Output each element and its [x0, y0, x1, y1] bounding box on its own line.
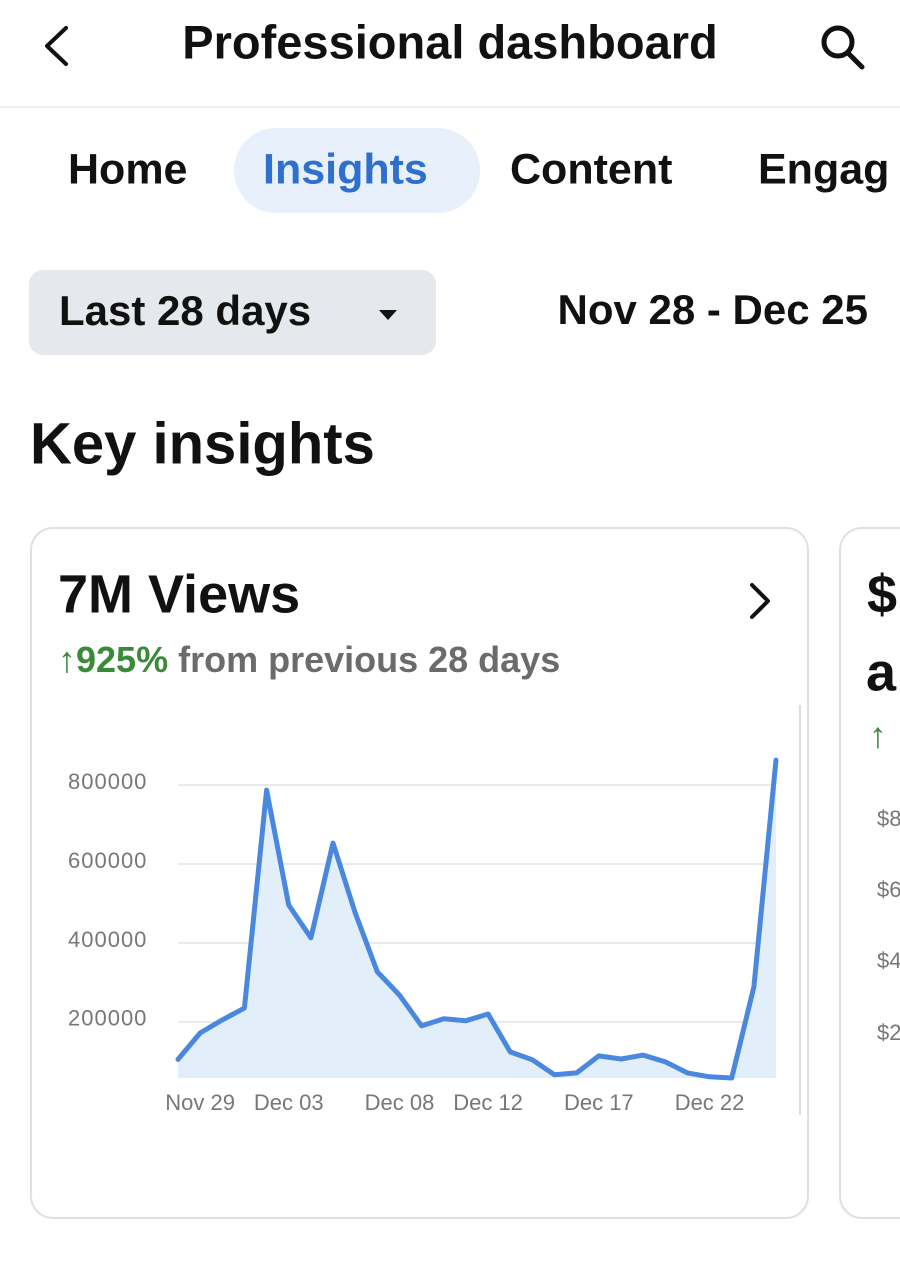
next-card-title: a — [866, 642, 897, 702]
back-button[interactable] — [45, 26, 68, 66]
x-tick-label: Dec 08 — [365, 1090, 435, 1115]
x-tick-label: Dec 03 — [254, 1090, 324, 1115]
y-tick-label: 600000 — [68, 848, 147, 873]
search-icon — [845, 50, 865, 70]
next-card-tick: $6 — [877, 877, 900, 902]
next-card-change: ↑ — [869, 715, 887, 756]
range-dropdown[interactable]: Last 28 days — [29, 270, 436, 355]
next-card-title: $ — [867, 564, 897, 624]
next-card-tick: $4 — [877, 948, 900, 973]
x-tick-label: Dec 17 — [564, 1090, 634, 1115]
y-tick-label: 800000 — [68, 769, 147, 794]
page-title: Professional dashboard — [182, 15, 717, 68]
dropdown-caret — [379, 310, 397, 320]
tab-active-bg — [234, 128, 480, 213]
line — [175, 757, 779, 1081]
tab[interactable]: Content — [510, 145, 672, 193]
next-card-tick: $2 — [877, 1020, 900, 1045]
search-icon — [821, 25, 855, 59]
search-button[interactable] — [821, 25, 865, 70]
area-fill — [178, 760, 776, 1078]
card-change: ↑925% from previous 28 days — [58, 639, 560, 680]
x-tick-label: Dec 22 — [675, 1090, 745, 1115]
next-card-tick: $8 — [877, 806, 900, 831]
chart: 200000 400000 600000 800000 Nov 29 Dec 03 Dec … — [68, 757, 779, 1115]
x-tick-label: Dec 12 — [453, 1090, 523, 1115]
change-note: from previous 28 days — [178, 639, 560, 680]
section-title: Key insights — [30, 411, 375, 476]
dropdown-label: Last 28 days — [59, 287, 311, 334]
y-tick-label: 400000 — [68, 927, 147, 952]
dropdown-bg — [29, 270, 436, 355]
card-title: 7M Views — [58, 564, 300, 624]
tab[interactable]: Home — [68, 145, 187, 193]
tab[interactable]: Insights — [263, 145, 428, 193]
y-tick-label: 200000 — [68, 1006, 147, 1031]
x-tick-label: Nov 29 — [165, 1090, 235, 1115]
date-range: Nov 28 - Dec 25 — [558, 286, 869, 333]
change-value: ↑925% — [58, 639, 168, 680]
chevron — [750, 583, 770, 619]
tab[interactable]: Engag — [758, 145, 889, 193]
next-card[interactable] — [839, 527, 900, 1219]
